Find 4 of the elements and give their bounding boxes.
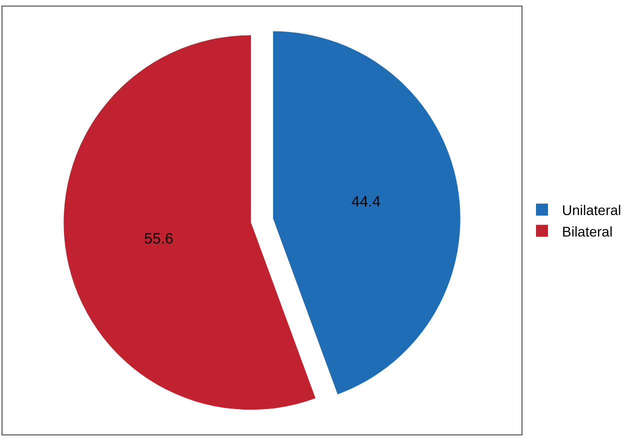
- legend-label: Unilateral: [562, 202, 622, 218]
- legend-label: Bilateral: [562, 223, 613, 240]
- data-label: 44.4: [351, 194, 381, 211]
- data-label: 55.6: [144, 230, 174, 248]
